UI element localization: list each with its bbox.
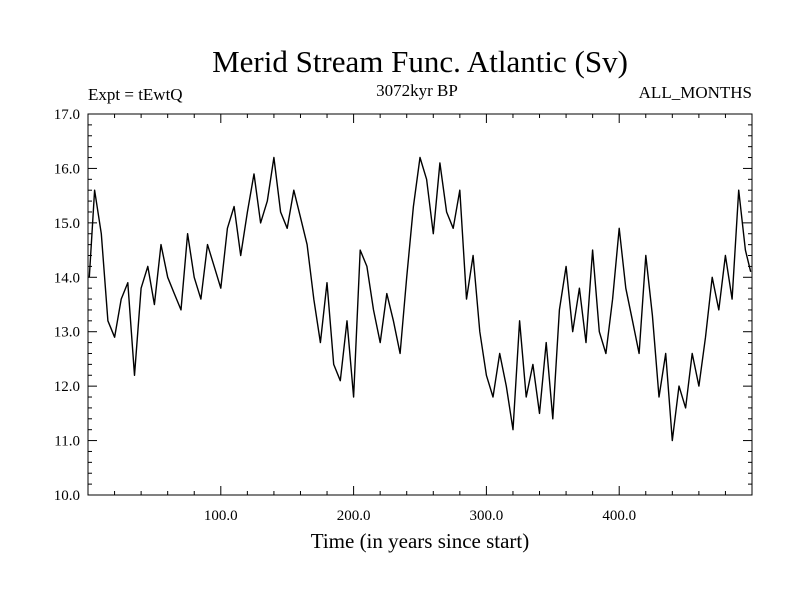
period-label: 3072kyr BP xyxy=(376,81,458,100)
series-line xyxy=(88,156,752,442)
x-axis: 100.0 200.0 300.0 400.0 xyxy=(114,114,726,524)
y-tick-label: 14.0 xyxy=(54,270,80,286)
y-tick-label: 16.0 xyxy=(54,161,80,177)
x-tick-label: 400.0 xyxy=(602,508,636,524)
y-tick-label: 13.0 xyxy=(54,325,80,341)
plot-frame xyxy=(87,113,753,496)
x-tick-label: 100.0 xyxy=(204,508,238,524)
chart-title: Merid Stream Func. Atlantic (Sv) xyxy=(212,44,628,79)
months-label: ALL_MONTHS xyxy=(639,83,752,102)
y-tick-label: 15.0 xyxy=(54,216,80,232)
y-tick-label: 12.0 xyxy=(54,379,80,395)
x-tick-label: 200.0 xyxy=(337,508,371,524)
y-tick-label: 17.0 xyxy=(54,107,80,123)
y-tick-label: 11.0 xyxy=(54,434,80,450)
experiment-label: Expt = tEwtQ xyxy=(88,85,183,104)
x-tick-label: 300.0 xyxy=(470,508,504,524)
y-axis: 10.0 11.0 12.0 13.0 14.0 15.0 16.0 17.0 xyxy=(54,107,752,504)
x-axis-label: Time (in years since start) xyxy=(311,529,530,553)
y-tick-label: 10.0 xyxy=(54,488,80,504)
